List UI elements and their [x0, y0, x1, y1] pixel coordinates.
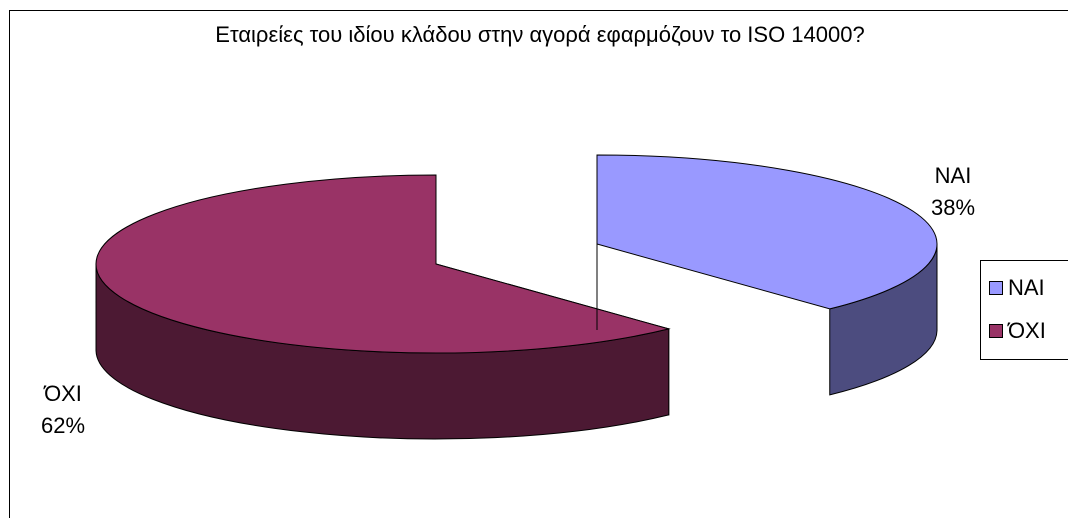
legend: ΝΑΙ ΌΧΙ [980, 260, 1068, 360]
data-label-oxi-name: ΌΧΙ [44, 381, 82, 406]
legend-item-oxi: ΌΧΙ [989, 318, 1046, 343]
data-label-nai-name: ΝΑΙ [934, 163, 972, 188]
slice-nai [596, 154, 938, 310]
legend-label-nai: ΝΑΙ [1008, 275, 1045, 300]
data-label-oxi: ΌΧΙ 62% [28, 378, 98, 442]
chart-title: Εταιρείες του ιδίου κλάδου στην αγορά εφ… [215, 22, 865, 47]
legend-label-oxi: ΌΧΙ [1008, 318, 1046, 343]
legend-swatch-oxi [989, 324, 1003, 338]
legend-item-nai: ΝΑΙ [989, 275, 1045, 300]
slice-oxi [95, 174, 671, 354]
data-label-nai: ΝΑΙ 38% [918, 160, 988, 224]
data-label-nai-value: 38% [930, 195, 976, 220]
legend-swatch-nai [989, 281, 1003, 295]
data-label-oxi-value: 62% [40, 413, 86, 438]
